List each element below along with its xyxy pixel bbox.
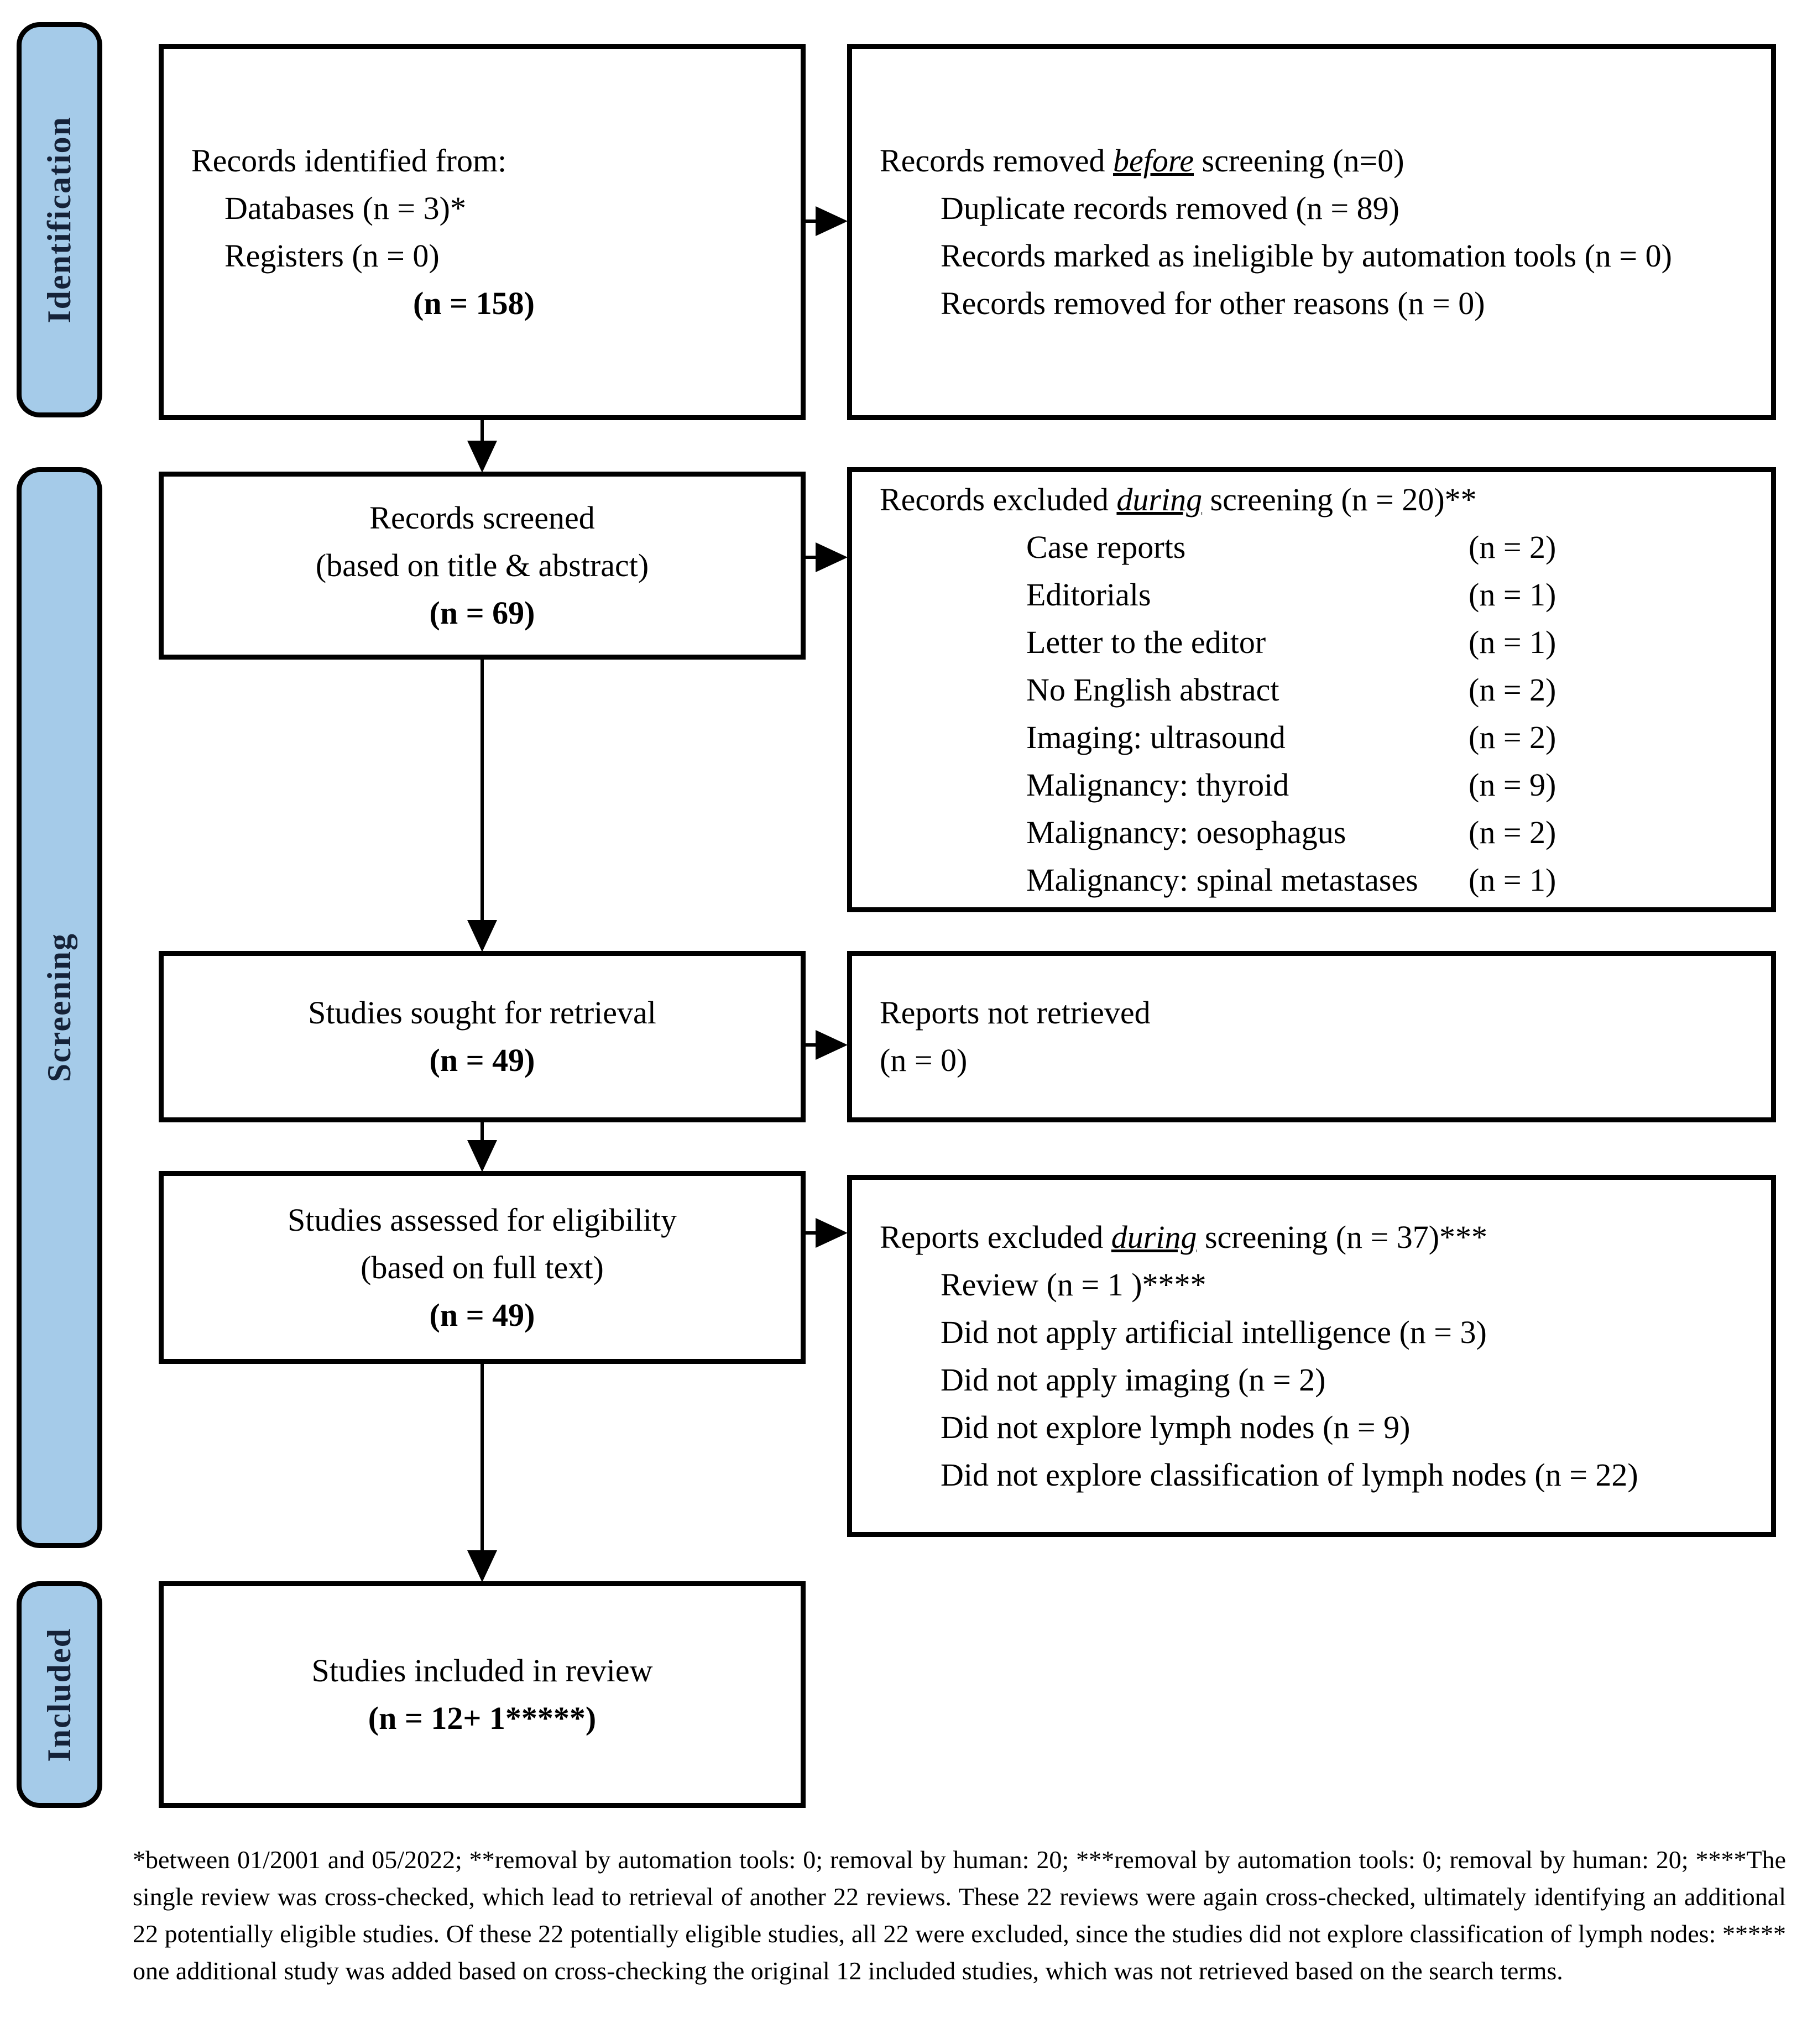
arrowhead-down-icon — [467, 1140, 497, 1172]
footnote-text: *between 01/2001 and 05/2022; **removal … — [133, 1846, 1786, 1985]
exclusion-count: (n = 2) — [1469, 671, 1556, 708]
flow-line-screened-to-sought — [480, 660, 484, 922]
stage-label-included: Included — [17, 1581, 102, 1808]
reports-excluded-item: Review (n = 1 )**** — [941, 1266, 1206, 1303]
records-excluded-row: Malignancy: spinal metastases (n = 1) — [1026, 856, 1754, 904]
stage-label-screening: Screening — [17, 467, 102, 1548]
exclusion-count: (n = 2) — [1469, 529, 1556, 565]
records-removed-item: Records marked as ineligible by automati… — [941, 238, 1672, 274]
box-records-excluded: Records excluded during screening (n = 2… — [847, 467, 1776, 912]
records-identified-item: Registers (n = 0) — [224, 238, 440, 274]
records-identified-item: Databases (n = 3)* — [224, 190, 466, 226]
reports-excluded-item: Did not apply artificial intelligence (n… — [941, 1314, 1487, 1350]
exclusion-count: (n = 1) — [1469, 861, 1556, 898]
exclusion-reason: Malignancy: oesophagus — [1026, 814, 1346, 850]
box-studies-assessed: Studies assessed for eligibility (based … — [159, 1171, 806, 1364]
stage-label-screening-text: Screening — [41, 933, 77, 1083]
records-excluded-row: Letter to the editor (n = 1) — [1026, 619, 1754, 666]
records-excluded-row: No English abstract (n = 2) — [1026, 666, 1754, 714]
arrowhead-right-icon — [816, 1030, 848, 1060]
reports-excluded-item: Did not explore lymph nodes (n = 9) — [941, 1409, 1411, 1445]
records-removed-title-pre: Records removed — [880, 143, 1113, 179]
records-excluded-title-post: screening (n = 20)** — [1202, 481, 1477, 517]
records-identified-total: (n = 158) — [413, 285, 535, 321]
flow-line-identified-to-removed — [806, 219, 818, 223]
stage-label-identification-text: Identification — [41, 116, 77, 323]
exclusion-count: (n = 1) — [1469, 576, 1556, 613]
flow-line-assessed-to-included — [480, 1364, 484, 1552]
records-screened-total: (n = 69) — [429, 595, 535, 631]
reports-not-retrieved-count: (n = 0) — [880, 1042, 968, 1078]
box-reports-excluded: Reports excluded during screening (n = 3… — [847, 1175, 1776, 1537]
studies-included-total: (n = 12+ 1*****) — [368, 1700, 597, 1736]
studies-assessed-subtitle: (based on full text) — [361, 1249, 604, 1285]
studies-sought-title: Studies sought for retrieval — [308, 995, 656, 1031]
flow-line-sought-to-assessed — [480, 1122, 484, 1142]
reports-not-retrieved-title: Reports not retrieved — [880, 995, 1151, 1031]
reports-excluded-item: Did not apply imaging (n = 2) — [941, 1361, 1326, 1398]
box-records-screened: Records screened (based on title & abstr… — [159, 472, 806, 660]
box-records-identified: Records identified from: Databases (n = … — [159, 44, 806, 420]
records-excluded-row: Malignancy: thyroid (n = 9) — [1026, 761, 1754, 809]
flow-line-sought-to-notretrieved — [806, 1043, 818, 1047]
arrowhead-right-icon — [816, 206, 848, 236]
stage-label-included-text: Included — [41, 1627, 77, 1762]
records-removed-item: Records removed for other reasons (n = 0… — [941, 285, 1485, 321]
records-screened-subtitle: (based on title & abstract) — [315, 547, 649, 583]
exclusion-reason: No English abstract — [1026, 671, 1279, 708]
exclusion-reason: Case reports — [1026, 529, 1186, 565]
records-excluded-title-emph: during — [1116, 481, 1203, 517]
exclusion-count: (n = 9) — [1469, 766, 1556, 803]
exclusion-reason: Letter to the editor — [1026, 624, 1266, 660]
records-removed-item: Duplicate records removed (n = 89) — [941, 190, 1399, 226]
records-removed-title-emph: before — [1112, 143, 1194, 179]
exclusion-reason: Editorials — [1026, 576, 1151, 613]
records-excluded-title: Records excluded during screening (n = 2… — [880, 476, 1754, 524]
exclusion-reason: Imaging: ultrasound — [1026, 719, 1286, 755]
arrowhead-right-icon — [816, 1218, 848, 1248]
records-screened-title: Records screened — [369, 500, 595, 536]
exclusion-reason: Malignancy: spinal metastases — [1026, 861, 1418, 898]
records-excluded-row: Imaging: ultrasound (n = 2) — [1026, 714, 1754, 761]
stage-label-identification: Identification — [17, 22, 102, 417]
box-reports-not-retrieved: Reports not retrieved (n = 0) — [847, 951, 1776, 1122]
exclusion-reason: Malignancy: thyroid — [1026, 766, 1289, 803]
flow-line-identified-to-screened — [480, 420, 484, 445]
arrowhead-down-icon — [467, 1550, 497, 1582]
box-records-removed: Records removed before screening (n=0) D… — [847, 44, 1776, 420]
records-excluded-title-pre: Records excluded — [880, 481, 1117, 517]
arrowhead-right-icon — [816, 542, 848, 572]
reports-excluded-title-post: screening (n = 37)*** — [1197, 1219, 1488, 1255]
flow-line-assessed-to-reportsexcluded — [806, 1231, 818, 1235]
records-removed-title: Records removed before screening (n=0) — [880, 137, 1754, 185]
exclusion-count: (n = 2) — [1469, 814, 1556, 850]
reports-excluded-item: Did not explore classification of lymph … — [941, 1456, 1638, 1493]
arrowhead-down-icon — [467, 441, 497, 473]
exclusion-count: (n = 2) — [1469, 719, 1556, 755]
records-removed-title-post: screening (n=0) — [1194, 143, 1404, 179]
studies-assessed-title: Studies assessed for eligibility — [288, 1201, 677, 1238]
studies-included-title: Studies included in review — [311, 1653, 653, 1688]
box-studies-included: Studies included in review (n = 12+ 1***… — [159, 1581, 806, 1808]
box-studies-sought: Studies sought for retrieval (n = 49) — [159, 951, 806, 1122]
reports-excluded-title: Reports excluded during screening (n = 3… — [880, 1214, 1754, 1261]
reports-excluded-title-pre: Reports excluded — [880, 1219, 1111, 1255]
records-excluded-row: Malignancy: oesophagus (n = 2) — [1026, 809, 1754, 856]
records-excluded-row: Case reports (n = 2) — [1026, 524, 1754, 571]
flow-line-screened-to-excluded — [806, 556, 818, 559]
exclusion-count: (n = 1) — [1469, 624, 1556, 660]
arrowhead-down-icon — [467, 920, 497, 952]
studies-assessed-total: (n = 49) — [429, 1297, 535, 1333]
records-identified-title: Records identified from: — [191, 143, 507, 179]
records-excluded-row: Editorials (n = 1) — [1026, 571, 1754, 619]
studies-sought-total: (n = 49) — [429, 1042, 535, 1078]
reports-excluded-title-emph: during — [1111, 1219, 1197, 1255]
